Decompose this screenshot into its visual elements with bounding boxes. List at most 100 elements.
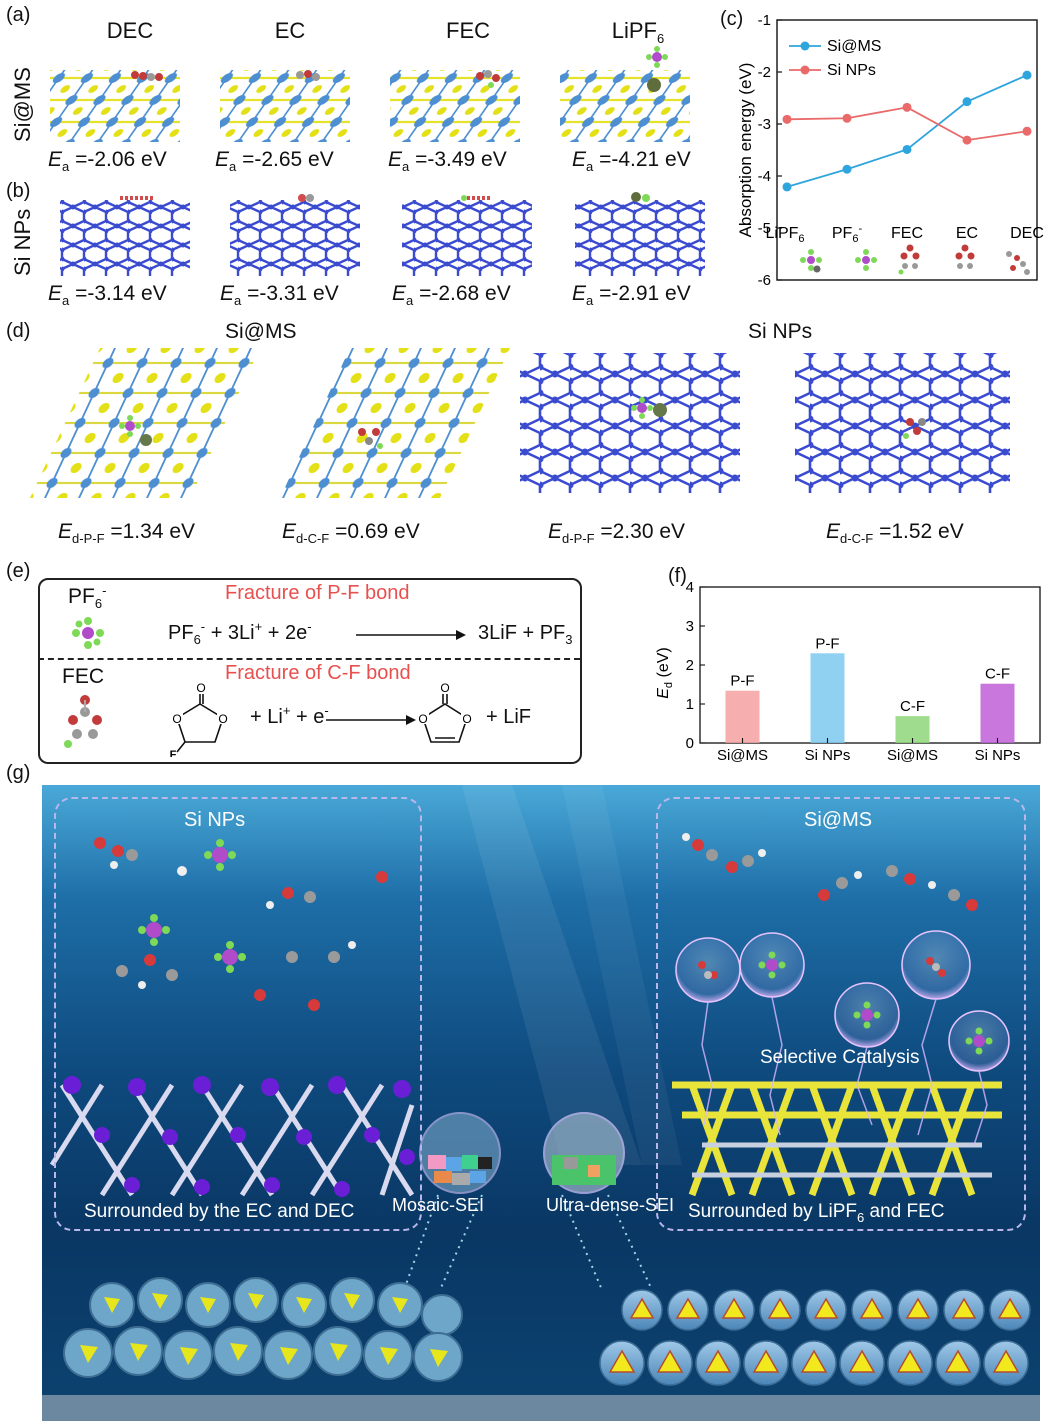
chart-c-ytick-label: -2 (758, 64, 771, 81)
ec-icon (955, 244, 975, 269)
column-header-lipf6: LiPF6 (611, 18, 665, 46)
panel-label-d: (d) (6, 320, 31, 342)
catalysis-bubbles (675, 930, 1010, 1146)
svg-text:O: O (418, 712, 427, 726)
panel-label-a: (a) (6, 4, 31, 26)
schematic-background (42, 785, 1040, 1421)
chart-c-point (962, 135, 972, 145)
chart-f-bar-label: C-F (900, 698, 925, 715)
chart-c-ytick-label: -1 (758, 12, 771, 29)
chart-c-legend-label: Si@MS (827, 38, 881, 55)
panel-label-b: (b) (6, 180, 31, 202)
column-header-dec: DEC (106, 18, 154, 43)
electrolyte-molecules-left (94, 837, 388, 1011)
lipf6-adsorbate-icon (631, 192, 650, 202)
chart-c-ytick-label: -3 (758, 116, 771, 133)
fec-reaction-products: + LiF (486, 706, 532, 728)
si-ms-box (656, 797, 1026, 1231)
si-nps-atoms (63, 1076, 415, 1197)
svg-text:O: O (440, 682, 449, 695)
chart-c-point (962, 97, 972, 107)
panel-d-label-3: Ed-P-F =2.30 eV (548, 520, 686, 546)
chart-f-ytick-label: 3 (686, 618, 694, 635)
reaction-box (38, 578, 582, 764)
pf6-on-si-nps-icon (631, 397, 667, 419)
panel-d-structures (30, 348, 1010, 498)
chart-c-point (842, 164, 852, 174)
chart-c-ytick-label: -5 (758, 220, 771, 237)
lipf6-molecule-icon (646, 46, 668, 92)
mosaic-sei-icon (419, 1112, 501, 1194)
chart-c-category-label: PF6- (832, 223, 863, 245)
chart-c-point (842, 113, 852, 123)
si-ms-structures (50, 46, 690, 142)
chart-c-legend-label: Si NPs (827, 62, 876, 79)
chart-c-point (902, 144, 912, 154)
chart-c-point (782, 182, 792, 192)
electrolyte-molecules-right (682, 833, 978, 911)
panel-label-f: (f) (668, 565, 687, 587)
row-label-si-nps: Si NPs (10, 208, 35, 276)
energy-label-a-fec: Ea =-3.49 eV (388, 148, 507, 174)
panel-d-label-2: Ed-C-F =0.69 eV (282, 520, 420, 546)
reaction-divider (38, 658, 580, 660)
panel-d-label-4: Ed-C-F =1.52 eV (826, 520, 964, 546)
chart-c-category-label: LiPF6 (765, 225, 804, 245)
ultra-dense-sei-label: Ultra-dense-SEI (546, 1195, 675, 1215)
chart-c-category-label: FEC (891, 225, 923, 242)
chart-f-bar-label: C-F (985, 666, 1010, 683)
selective-catalysis-label: Selective Catalysis (760, 1047, 920, 1068)
svg-text:O: O (196, 682, 205, 695)
pf6-reaction-products: 3LiF + PF3 (478, 622, 573, 647)
ultra-dense-sei-icon (543, 1112, 625, 1194)
absorption-energy-chart: -6 -5 -4 -3 -2 -1 Si@MS Si NPs LiPF6 PF6- FEC EC D… (736, 12, 1044, 289)
lipf6-icon (800, 249, 822, 273)
chart-f-ytick-label: 2 (686, 657, 694, 674)
energy-label-a-ec: Ea =-2.65 eV (215, 148, 334, 174)
dec-molecule-icon (131, 71, 163, 81)
pf6-reaction-equation: PF6- + 3Li+ + 2e- (168, 619, 312, 647)
ed-bar-chart: 0 1 2 3 4 P-F P-F C-F C-F Si@MS Si NPs Si@MS Si NP… (655, 579, 1041, 764)
svg-text:O: O (462, 712, 471, 726)
chart-c-point (1022, 126, 1032, 136)
panel-d-title-si-nps: Si NPs (748, 320, 813, 343)
fec-reaction-reactants: + Li+ + e- (250, 703, 329, 728)
left-caption: Surrounded by the EC and DEC (84, 1201, 355, 1222)
ec-molecule-icon (296, 70, 320, 81)
si-ms-nanorods (599, 1289, 1031, 1386)
chart-f-bar (725, 690, 760, 743)
pf6-icon (855, 249, 877, 271)
row-label-si-ms: Si@MS (10, 67, 35, 142)
fec-on-si-nps-icon (903, 418, 926, 439)
energy-label-b-ec: Ea =-3.31 eV (220, 282, 339, 308)
sei-schematic-illustration: Si NPs Si@MS Selective Catalysis Surroun… (42, 785, 1040, 1421)
vc-structure-drawing: O O O (417, 682, 473, 743)
panel-label-g: (g) (6, 762, 31, 784)
pf6-species-icon (72, 617, 104, 649)
chart-c-category-label: DEC (1010, 225, 1044, 242)
dec-icon (1006, 251, 1030, 275)
pf6-on-si-ms-icon (119, 415, 152, 446)
chart-c-ytick-label: -4 (758, 168, 771, 185)
chart-f-category-label: Si NPs (805, 747, 851, 764)
chart-f-category-label: Si@MS (717, 747, 768, 764)
energy-label-a-lipf6: Ea =-4.21 eV (572, 148, 691, 174)
chart-f-category-label: Si@MS (887, 747, 938, 764)
panel-d-label-1: Ed-P-F =1.34 eV (58, 520, 196, 546)
chart-c-ylabel: Absorption energy (eV) (736, 63, 755, 238)
chart-f-bar-label: P-F (815, 635, 839, 652)
chart-c-point (1022, 70, 1032, 80)
fec-species-icon (64, 695, 102, 748)
chart-c-ytick-label: -6 (758, 272, 771, 289)
panel-label-c: (c) (720, 8, 744, 30)
si-nps-box (54, 797, 422, 1231)
chart-c-legend-marker (800, 41, 810, 51)
fec-on-si-ms-icon (358, 428, 383, 449)
chart-c-point (782, 114, 792, 124)
chart-f-bar (810, 653, 845, 743)
si-ms-box-title: Si@MS (804, 809, 873, 831)
chart-c-series-line (786, 106, 1028, 142)
pf6-species-label: PF6- (68, 583, 107, 611)
chart-f-ytick-label: 4 (686, 579, 694, 596)
energy-label-b-dec: Ea =-3.14 eV (48, 282, 167, 308)
